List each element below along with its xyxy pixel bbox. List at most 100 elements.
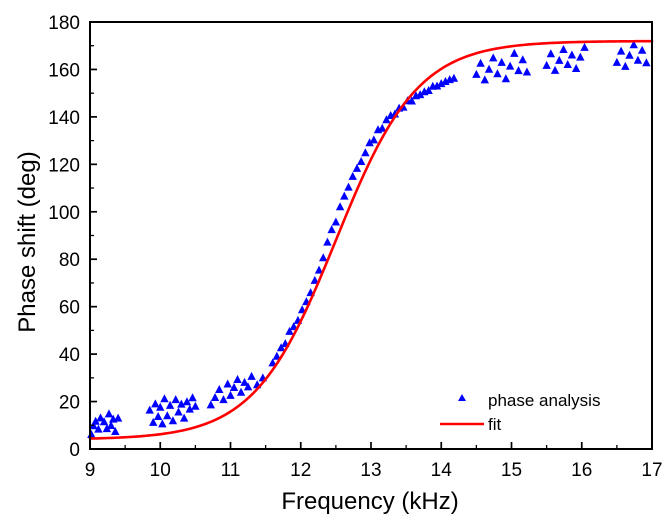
data-point — [637, 45, 647, 54]
y-tick-label: 160 — [48, 60, 80, 81]
data-point — [365, 138, 374, 147]
legend: phase analysis fit — [440, 391, 600, 434]
data-point — [272, 351, 282, 360]
data-point — [163, 411, 172, 420]
fit-layer — [88, 39, 654, 440]
data-point — [522, 67, 532, 76]
data-point — [168, 416, 178, 425]
y-tick-label: 40 — [59, 345, 80, 366]
x-tick-label: 12 — [290, 460, 311, 481]
y-axis-label: Phase shift (deg) — [14, 151, 41, 332]
data-point — [165, 400, 175, 409]
marks-layer — [87, 40, 651, 439]
y-tick-label: 100 — [48, 203, 80, 224]
data-point — [567, 50, 577, 59]
data-point — [91, 416, 100, 425]
data-point — [576, 52, 585, 61]
data-point — [160, 394, 169, 403]
data-point — [449, 73, 459, 82]
data-point — [612, 57, 622, 66]
x-tick-label: 17 — [641, 460, 662, 481]
fit-line — [88, 39, 654, 440]
data-point — [555, 55, 564, 64]
data-point — [310, 275, 319, 284]
data-point — [476, 58, 485, 67]
data-point — [99, 417, 109, 426]
y-tick-label: 180 — [48, 13, 80, 34]
data-point — [243, 382, 253, 391]
data-point — [501, 74, 511, 83]
data-point — [171, 395, 180, 404]
data-point — [356, 156, 366, 165]
data-point — [102, 424, 112, 433]
data-point — [153, 412, 163, 421]
data-point — [104, 409, 114, 418]
data-point — [480, 75, 490, 84]
data-point — [226, 390, 235, 399]
data-point — [518, 55, 527, 64]
data-point — [145, 405, 154, 414]
data-point — [319, 253, 328, 262]
x-tick-label: 11 — [221, 460, 241, 481]
data-point — [191, 401, 200, 410]
data-point — [352, 163, 362, 172]
data-point — [106, 421, 116, 430]
data-point — [546, 49, 556, 58]
y-tick-label: 120 — [48, 155, 80, 176]
data-point — [542, 60, 551, 69]
data-point — [268, 358, 277, 367]
data-point — [497, 57, 506, 66]
data-point — [489, 53, 498, 62]
data-point — [378, 123, 387, 132]
data-point — [96, 413, 105, 422]
data-point — [369, 135, 379, 144]
data-point — [179, 413, 189, 422]
data-point — [289, 322, 298, 331]
data-point — [215, 384, 224, 393]
data-point — [247, 371, 256, 380]
data-point — [331, 217, 341, 226]
x-tick-label: 9 — [85, 460, 96, 481]
legend-marker-phase-analysis — [458, 394, 466, 401]
data-point — [285, 326, 294, 335]
data-point — [472, 69, 481, 78]
y-tick-label: 60 — [59, 298, 80, 319]
data-point — [340, 191, 349, 200]
y-tick-label: 80 — [59, 250, 80, 271]
data-point — [158, 419, 167, 428]
data-point — [642, 58, 651, 67]
data-point — [616, 46, 626, 55]
data-point — [505, 61, 515, 70]
data-point — [510, 48, 519, 57]
x-tick-label: 14 — [431, 460, 453, 481]
data-point — [550, 65, 560, 74]
data-point — [424, 86, 433, 95]
x-tick-label: 13 — [360, 460, 381, 481]
data-point — [514, 66, 523, 75]
data-point — [188, 393, 197, 402]
data-point — [323, 237, 332, 246]
data-point — [156, 402, 165, 411]
x-axis-label: Frequency (kHz) — [281, 488, 458, 515]
data-point — [206, 400, 216, 409]
data-point — [571, 63, 581, 72]
y-tick-label: 140 — [48, 108, 80, 129]
data-point — [113, 413, 123, 422]
data-point — [344, 182, 353, 191]
data-point — [219, 395, 228, 404]
data-point — [111, 426, 120, 435]
data-point — [185, 404, 194, 413]
data-point — [240, 377, 249, 386]
data-point — [437, 79, 446, 88]
data-point — [236, 387, 246, 396]
data-point — [233, 374, 242, 383]
data-point — [621, 61, 630, 70]
data-point — [149, 417, 158, 426]
axes-layer: 9 10 11 12 13 14 15 16 17 0 20 40 60 80 100 120 140 160 18… — [48, 13, 662, 481]
data-point — [327, 225, 336, 234]
data-point — [629, 40, 638, 49]
legend-label-fit: fit — [488, 415, 502, 434]
data-point — [361, 148, 370, 157]
